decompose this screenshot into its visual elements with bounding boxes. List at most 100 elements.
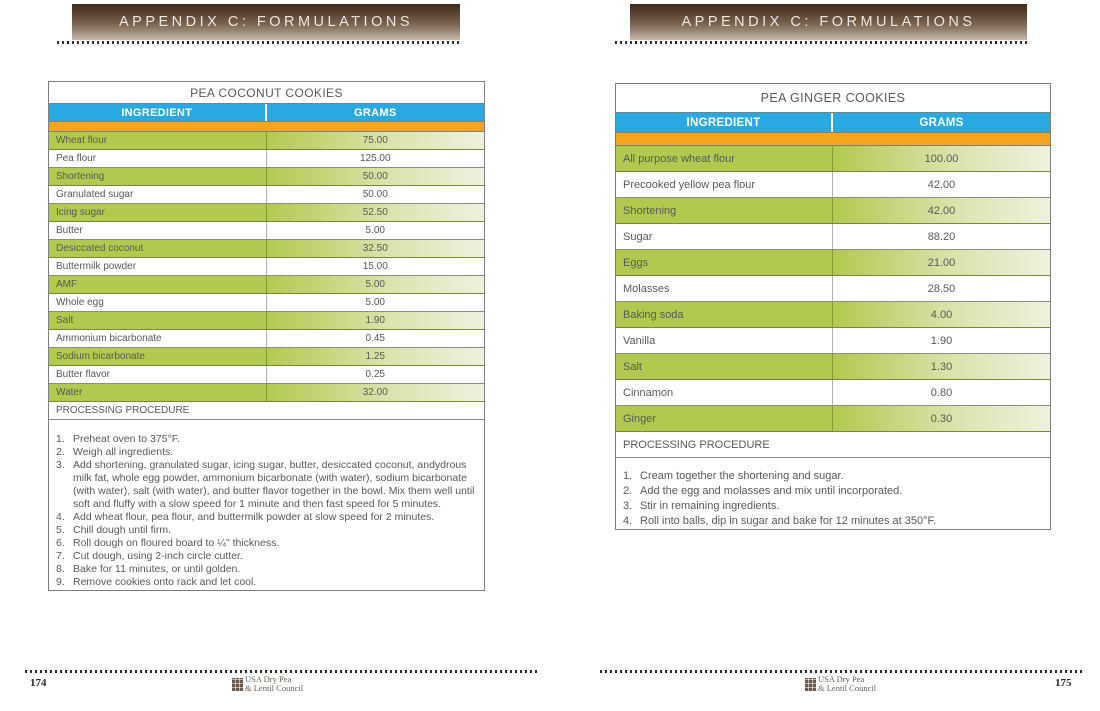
logo-text: USA Dry Pea & Lentil Council <box>818 675 876 693</box>
table-row: AMF 5.00 <box>49 276 484 294</box>
ingredient-name-cell: Ammonium bicarbonate <box>49 330 267 347</box>
grams-value-cell: 0.80 <box>930 386 953 399</box>
table-row: Granulated sugar 50.00 <box>49 186 484 204</box>
grams-value-cell: 100.00 <box>833 146 1050 171</box>
procedure-step: 7. Cut dough, using 2-inch circle cutter. <box>56 550 478 563</box>
step-text: Stir in remaining ingredients. <box>640 500 780 512</box>
pea-ginger-cookies-table: PEA GINGER COOKIES INGREDIENT GRAMS All … <box>615 83 1051 530</box>
step-text: Weigh all ingredients. <box>73 446 174 458</box>
table-row: Cinnamon 0.80 <box>616 380 1050 406</box>
procedure-step: 6. Roll dough on floured board to ¼" thic… <box>56 537 478 550</box>
footer-dotted-rule <box>600 670 1085 673</box>
appendix-banner: APPENDIX C: FORMULATIONS <box>630 4 1027 40</box>
step-number: 2. <box>623 485 633 497</box>
table-row: Butter flavor 0.25 <box>49 366 484 384</box>
step-number: 4. <box>623 515 633 527</box>
step-text: Add shortening, granulated sugar, icing … <box>73 459 475 510</box>
grams-value-cell: 28.50 <box>927 282 956 295</box>
table-title: PEA COCONUT COOKIES <box>49 82 484 104</box>
ingredient-name-cell: Pea flour <box>49 150 267 167</box>
ingredient-name-cell: Molasses <box>616 276 833 301</box>
table-row: Shortening 42.00 <box>616 198 1050 224</box>
banner-dotted-rule <box>57 41 460 44</box>
table-row: Ammonium bicarbonate 0.45 <box>49 330 484 348</box>
grams-value-cell: 1.90 <box>930 334 953 347</box>
table-row: Vanilla 1.90 <box>616 328 1050 354</box>
ingredient-name-cell: Whole egg <box>49 294 267 311</box>
procedure-step: 9. Remove cookies onto rack and let cool. <box>56 576 478 589</box>
ingredient-name-cell: Salt <box>49 312 267 329</box>
procedure-step: 1. Cream together the shortening and suga… <box>623 469 1044 484</box>
ingredient-name-cell: Baking soda <box>616 302 833 327</box>
logo-line1: USA Dry Pea <box>818 674 865 684</box>
table-row: Sugar 88.20 <box>616 224 1050 250</box>
procedure-step: 8. Bake for 11 minutes, or until golden. <box>56 563 478 576</box>
ingredient-name-cell: Icing sugar <box>49 204 267 221</box>
step-number: 3. <box>623 500 633 512</box>
processing-procedure-label: PROCESSING PROCEDURE <box>49 402 484 420</box>
logo-line2: & Lentil Council <box>245 683 304 693</box>
step-text: Roll dough on floured board to ¼" thickn… <box>73 537 280 549</box>
step-number: 1. <box>56 433 65 445</box>
ingredient-name-cell: Sodium bicarbonate <box>49 348 267 365</box>
grams-value-cell: 0.30 <box>833 406 1050 431</box>
step-text: Remove cookies onto rack and let cool. <box>73 576 257 588</box>
step-number: 2. <box>56 446 65 458</box>
grams-value-cell: 21.00 <box>833 250 1050 275</box>
ingredient-name-cell: Butter flavor <box>49 366 267 383</box>
ingredient-name-cell: Sugar <box>616 224 833 249</box>
procedure-step: 3. Add shortening, granulated sugar, icin… <box>56 459 478 511</box>
procedure-step: 5. Chill dough until firm. <box>56 524 478 537</box>
step-text: Add wheat flour, pea flour, and buttermi… <box>73 511 435 523</box>
grams-value-cell: 50.00 <box>266 168 484 185</box>
ingredient-name-cell: Desiccated coconut <box>49 240 267 257</box>
table-title: PEA GINGER COOKIES <box>616 84 1050 113</box>
grams-value-cell: 1.30 <box>833 354 1050 379</box>
step-number: 5. <box>56 524 65 536</box>
ingredient-name-cell: All purpose wheat flour <box>616 146 833 171</box>
grams-value-cell: 0.45 <box>365 333 385 344</box>
orange-band <box>49 122 484 132</box>
ingredient-name-cell: Water <box>49 384 267 401</box>
column-header-grams: GRAMS <box>354 106 397 119</box>
page-175: APPENDIX C: FORMULATIONS PEA GINGER COOK… <box>550 0 1100 711</box>
ingredient-name-cell: Butter <box>49 222 267 239</box>
table-row: All purpose wheat flour 100.00 <box>616 146 1050 172</box>
table-row: Sodium bicarbonate 1.25 <box>49 348 484 366</box>
ingredient-name-cell: Buttermilk powder <box>49 258 267 275</box>
ingredient-name-cell: Cinnamon <box>616 380 833 405</box>
ingredient-name-cell: Eggs <box>616 250 833 275</box>
step-number: 1. <box>623 470 633 482</box>
grams-value-cell: 1.25 <box>266 348 484 365</box>
table-row: Precooked yellow pea flour 42.00 <box>616 172 1050 198</box>
page-174: APPENDIX C: FORMULATIONS PEA COCONUT COO… <box>25 4 540 693</box>
orange-band <box>616 133 1050 146</box>
ingredient-name-cell: Wheat flour <box>49 132 267 149</box>
ingredient-name-cell: AMF <box>49 276 267 293</box>
step-number: 9. <box>56 576 65 588</box>
grams-value-cell: 88.20 <box>927 230 956 243</box>
ingredient-name-cell: Shortening <box>49 168 267 185</box>
logo-line1: USA Dry Pea <box>245 674 292 684</box>
page-number: 175 <box>1055 677 1072 689</box>
table-header-row: INGREDIENT GRAMS <box>49 104 484 122</box>
procedure-step: 2. Add the egg and molasses and mix until… <box>623 484 1044 499</box>
grams-value-cell: 5.00 <box>365 225 385 236</box>
table-row: Molasses 28.50 <box>616 276 1050 302</box>
table-row: Whole egg 5.00 <box>49 294 484 312</box>
step-number: 3. <box>56 459 65 471</box>
footer-dotted-rule <box>25 670 540 673</box>
ingredient-name-cell: Granulated sugar <box>49 186 267 203</box>
grams-value-cell: 5.00 <box>266 276 484 293</box>
pea-coconut-cookies-table: PEA COCONUT COOKIES INGREDIENT GRAMS Whe… <box>48 81 485 591</box>
ingredient-name-cell: Vanilla <box>616 328 833 353</box>
council-emblem-icon <box>805 677 816 691</box>
appendix-banner: APPENDIX C: FORMULATIONS <box>72 4 460 40</box>
step-text: Roll into balls, dip in sugar and bake f… <box>640 515 937 527</box>
council-emblem-icon <box>232 677 243 691</box>
table-row: Eggs 21.00 <box>616 250 1050 276</box>
grams-value-cell: 50.00 <box>362 189 388 200</box>
step-number: 8. <box>56 563 65 575</box>
table-row: Baking soda 4.00 <box>616 302 1050 328</box>
column-header-ingredient: INGREDIENT <box>49 104 267 121</box>
